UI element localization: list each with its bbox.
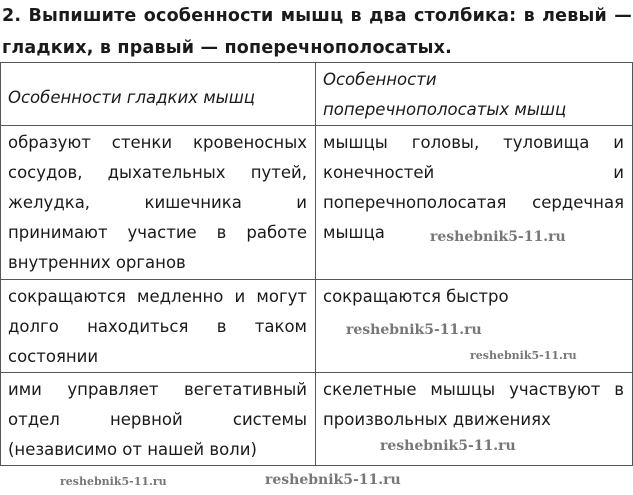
header-striated-muscles: Особенности поперечнополосатых мышц [315, 62, 633, 126]
watermark: reshebnik5-11.ru [60, 475, 167, 488]
task-title: 2. Выпишите особенности мышц в два столб… [2, 6, 632, 58]
table-cell: сокращаются быстро [315, 279, 633, 373]
muscle-features-table: Особенности гладких мышц Особенности поп… [0, 62, 633, 466]
table-cell: скелетные мышцы участвуют в произвольных… [315, 372, 633, 466]
table-cell: ими управляет вегетативный отдел нервной… [0, 372, 316, 466]
table-cell: сокращаются медленно и могут долго наход… [0, 279, 316, 373]
table-row: сокращаются медленно и могут долго наход… [0, 279, 633, 373]
table-row: ими управляет вегетативный отдел нервной… [0, 372, 633, 466]
header-smooth-muscles: Особенности гладких мышц [0, 62, 316, 126]
watermark: reshebnik5-11.ru [265, 472, 401, 488]
table-row: образуют стенки кровеносных сосудов, дых… [0, 125, 633, 280]
table-cell: мышцы головы, туловища и конечностей и п… [315, 125, 633, 280]
table-cell: образуют стенки кровеносных сосудов, дых… [0, 125, 316, 280]
table-header-row: Особенности гладких мышц Особенности поп… [0, 62, 633, 126]
